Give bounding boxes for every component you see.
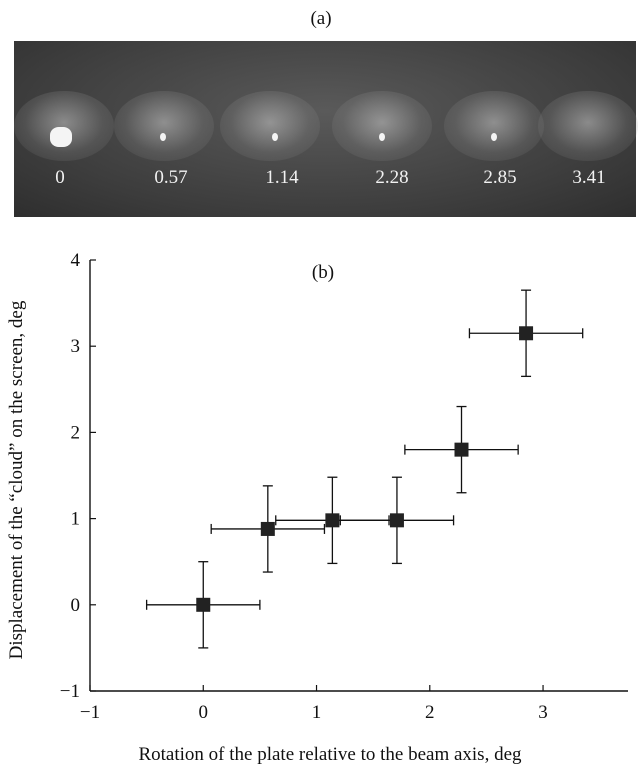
data-point <box>260 521 275 536</box>
bright-spot <box>160 133 166 141</box>
chart-axes <box>89 260 628 692</box>
photo-caption: 2.28 <box>375 167 409 188</box>
y-ticks: −1 0 1 2 3 4 <box>60 250 96 702</box>
bright-spot <box>272 133 278 141</box>
photo-strip: 0 0.57 1.14 2.28 2.85 3.41 <box>14 41 638 217</box>
y-tick-label: 4 <box>71 250 81 271</box>
panel-a-label: (a) <box>310 8 332 29</box>
data-point <box>325 513 340 528</box>
data-point <box>519 326 534 341</box>
bright-spot <box>491 133 497 141</box>
cloud-glow <box>114 91 214 161</box>
photo-caption: 0.57 <box>154 167 188 188</box>
cloud-glow <box>332 91 432 161</box>
data-marks <box>145 289 584 649</box>
y-tick-label: 0 <box>71 595 81 616</box>
x-tick-label: 0 <box>199 702 209 723</box>
y-tick-label: 1 <box>71 509 81 530</box>
photo-caption: 2.85 <box>483 167 517 188</box>
x-tick-label: 1 <box>312 702 322 723</box>
cloud-glow <box>538 91 638 161</box>
photo-caption: 1.14 <box>265 167 299 188</box>
data-point <box>196 597 211 612</box>
cloud-glow <box>444 91 544 161</box>
photo-caption: 3.41 <box>572 167 606 188</box>
y-tick-label: 3 <box>71 336 81 357</box>
y-tick-label: 2 <box>71 422 81 443</box>
cloud-glow <box>220 91 320 161</box>
x-tick-label: 2 <box>425 702 435 723</box>
photo-caption: 0 <box>55 167 65 188</box>
panel-b-label: (b) <box>312 262 334 283</box>
y-axis-label: Displacement of the “cloud” on the scree… <box>6 300 27 659</box>
y-tick-label: −1 <box>60 681 80 702</box>
data-point <box>454 442 469 457</box>
data-point <box>389 513 404 528</box>
cloud-glow <box>14 91 114 161</box>
bright-spot <box>379 133 385 141</box>
x-tick-label: −1 <box>80 702 100 723</box>
scatter-chart: −1 0 1 2 3 −1 0 1 2 3 4 (b) Rotation of the plate… <box>6 250 628 765</box>
x-tick-label: 3 <box>538 702 548 723</box>
bright-spot <box>50 127 72 147</box>
x-ticks: −1 0 1 2 3 <box>80 685 548 723</box>
x-axis-label: Rotation of the plate relative to the be… <box>138 744 522 765</box>
